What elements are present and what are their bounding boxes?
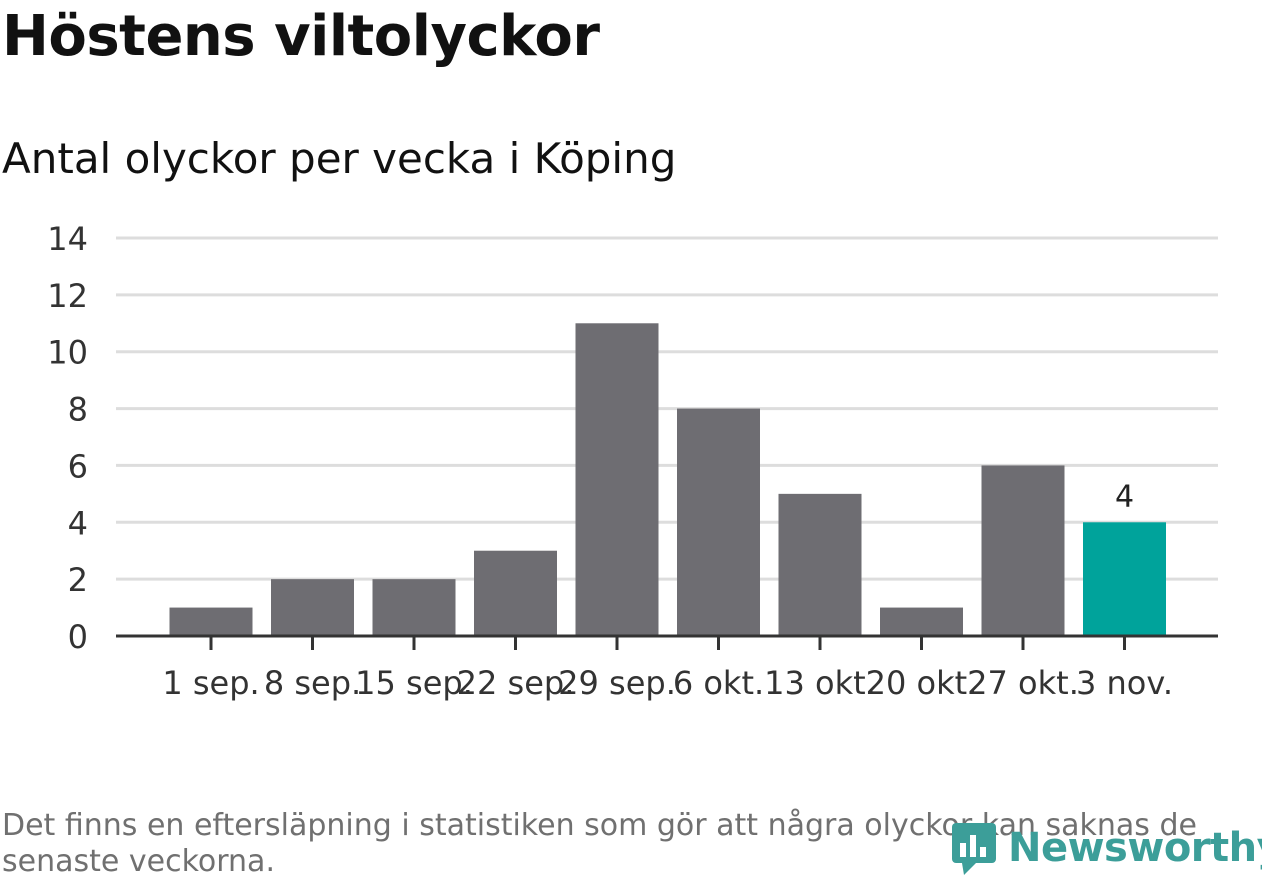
bar — [372, 579, 456, 636]
x-tick-label: 6 okt. — [673, 664, 764, 702]
bar — [778, 493, 862, 636]
y-tick-label: 14 — [47, 220, 88, 258]
x-tick-label: 8 sep. — [264, 664, 361, 702]
bar — [169, 607, 253, 636]
x-tick-label: 27 okt. — [967, 664, 1079, 702]
bar-chart: 0 2 4 6 8 10 12 14 1 sep. 8 sep.15 sep.22 sep.29… — [47, 220, 1218, 702]
y-tick-label: 10 — [47, 334, 88, 372]
chart-subtitle: Antal olyckor per vecka i Köping — [2, 134, 677, 183]
logo-text: Newsworthy — [1008, 825, 1262, 871]
bar — [575, 323, 659, 636]
y-tick-label: 0 — [68, 618, 88, 656]
x-tick-label: 3 nov. — [1076, 664, 1173, 702]
newsworthy-logo: Newsworthy — [950, 818, 1262, 878]
x-tick-label: 29 sep. — [558, 664, 676, 702]
bar — [474, 550, 557, 636]
x-tick-label: 20 okt. — [866, 664, 978, 702]
x-tick-label: 15 sep. — [355, 664, 473, 702]
bar — [880, 607, 963, 636]
bar — [677, 408, 760, 636]
footnote: Det finns en eftersläpning i statistiken… — [2, 808, 1197, 879]
y-tick-label: 6 — [68, 447, 88, 485]
data-label: 4 — [1115, 479, 1134, 514]
bar — [271, 579, 354, 636]
x-tick-label: 13 okt. — [764, 664, 876, 702]
bars — [169, 323, 1166, 636]
bar — [1083, 522, 1166, 636]
y-tick-label: 8 — [68, 391, 88, 429]
y-axis-ticks: 0 2 4 6 8 10 12 14 — [47, 220, 88, 656]
data-labels: 4 — [1115, 479, 1134, 514]
y-tick-label: 12 — [47, 277, 88, 315]
x-tick-label: 22 sep. — [457, 664, 575, 702]
newsworthy-logo-icon — [952, 823, 996, 875]
y-tick-label: 2 — [68, 561, 88, 599]
y-tick-label: 4 — [68, 504, 88, 542]
bar — [981, 465, 1065, 636]
x-axis-ticks: 1 sep. 8 sep.15 sep.22 sep.29 sep.6 okt. 1… — [162, 636, 1173, 702]
chart-title: Höstens viltolyckor — [2, 4, 600, 69]
x-tick-label: 1 sep. — [162, 664, 259, 702]
